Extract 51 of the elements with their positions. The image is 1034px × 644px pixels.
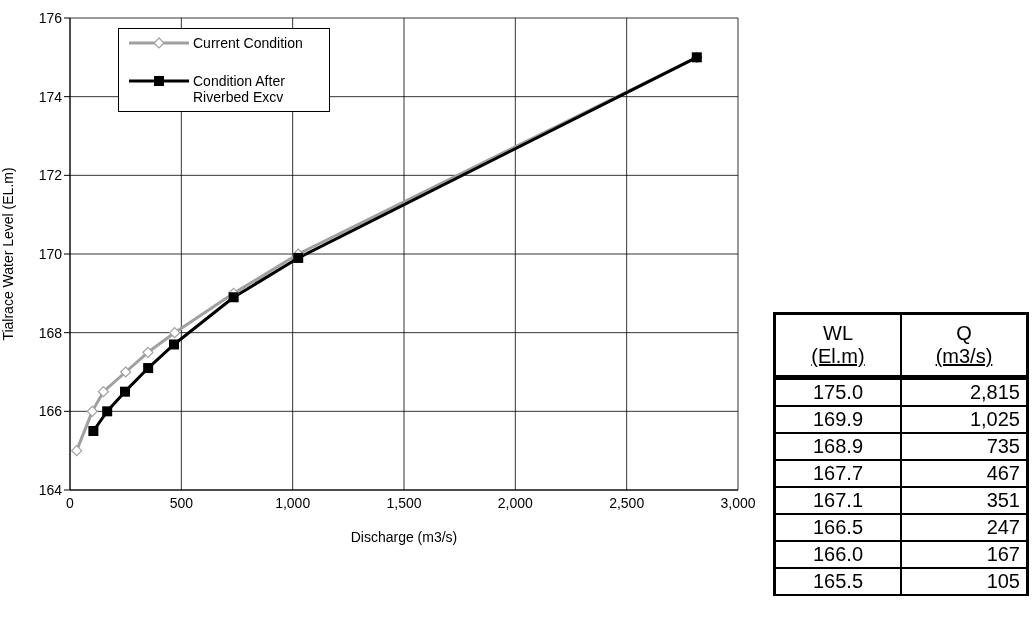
text: 2,815 <box>901 377 1028 406</box>
x-tick-label: 1,000 <box>275 494 311 511</box>
text: 351 <box>901 487 1028 514</box>
text: 167.7 <box>774 460 901 487</box>
y-tick-label: 164 <box>38 481 63 498</box>
text: 166.5 <box>774 514 901 541</box>
y-tick-label: 172 <box>38 167 63 184</box>
text: 168.9 <box>774 433 901 460</box>
x-tick-label: 1,500 <box>386 494 422 511</box>
x-tick-label: 0 <box>66 494 75 511</box>
text: (m3/s) <box>934 345 994 368</box>
text: Q <box>955 322 973 345</box>
point <box>71 445 83 457</box>
text: 735 <box>901 433 1028 460</box>
y-tick-label: 174 <box>38 88 63 105</box>
text: 175.0 <box>774 377 901 406</box>
point <box>120 366 132 378</box>
point <box>102 406 113 417</box>
text: 167.1 <box>774 487 901 514</box>
x-tick-label: 3,000 <box>720 494 756 511</box>
point <box>88 426 99 436</box>
text: 105 <box>901 568 1028 595</box>
y-tick-label: 176 <box>38 9 63 26</box>
text: WL <box>822 322 854 345</box>
x-tick-label: 2,500 <box>609 494 645 511</box>
y-axis-title: Tialrace Water Level (EL.m) <box>0 167 16 341</box>
point <box>169 327 181 339</box>
point <box>228 292 239 303</box>
text: 166.0 <box>774 541 901 568</box>
y-tick-label: 166 <box>38 403 63 420</box>
text: 167 <box>901 541 1028 568</box>
text: 247 <box>901 514 1028 541</box>
point <box>86 405 98 417</box>
point <box>142 346 154 358</box>
y-tick-label: 168 <box>38 324 63 341</box>
point <box>120 386 130 397</box>
x-tick-label: 500 <box>169 494 194 511</box>
text: 467 <box>901 460 1028 487</box>
legend-label: Current Condition <box>193 35 303 51</box>
point <box>293 252 304 263</box>
text: 165.5 <box>774 568 901 595</box>
point <box>143 363 154 374</box>
x-axis-title: Discharge (m3/s) <box>350 529 458 545</box>
x-tick-label: 2,000 <box>497 494 534 511</box>
y-tick-label: 170 <box>38 245 63 262</box>
text: (El.m) <box>810 345 866 368</box>
legend-label: Condition After Riverbed Excv <box>193 73 286 105</box>
text: 169.9 <box>774 406 901 433</box>
point <box>97 386 109 398</box>
point <box>168 339 179 350</box>
text: 1,025 <box>901 406 1028 433</box>
